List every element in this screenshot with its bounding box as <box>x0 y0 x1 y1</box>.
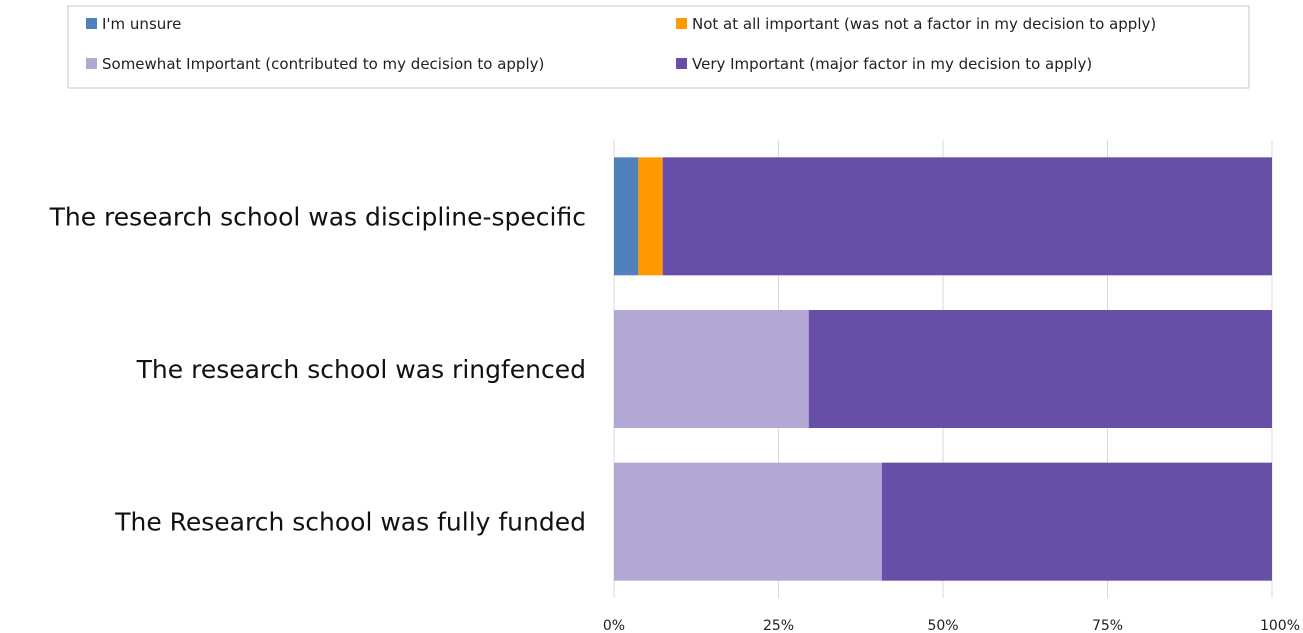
bar-not-at-all-important-was-0 <box>638 157 663 276</box>
legend-box <box>67 5 1250 89</box>
category-labels: The research school was discipline-speci… <box>49 202 586 536</box>
bar-very-important-major-fac-1 <box>808 310 1272 428</box>
x-tick-label-4: 100% <box>1260 618 1300 633</box>
bar-very-important-major-fac-0 <box>662 157 1272 276</box>
legend-swatch-2 <box>86 58 97 69</box>
x-tick-label-0: 0% <box>603 618 625 633</box>
category-label-0: The research school was discipline-speci… <box>49 202 586 231</box>
bar-somewhat-important-contr-2 <box>614 462 882 581</box>
bars <box>614 157 1272 581</box>
category-label-1: The research school was ringfenced <box>136 355 586 384</box>
legend-swatch-3 <box>676 58 687 69</box>
legend: I'm unsure Not at all important (was not … <box>86 15 1156 73</box>
x-tick-label-2: 50% <box>927 618 958 633</box>
category-label-2: The Research school was fully funded <box>114 508 586 537</box>
legend-label-1: Not at all important (was not a factor i… <box>692 15 1156 33</box>
legend-swatch-1 <box>676 18 687 29</box>
legend-swatch-0 <box>86 18 97 29</box>
bar-very-important-major-fac-2 <box>881 462 1272 581</box>
legend-label-0: I'm unsure <box>102 15 181 33</box>
legend-label-3: Very Important (major factor in my decis… <box>692 55 1092 73</box>
bar-somewhat-important-contr-1 <box>614 310 809 428</box>
x-tick-label-1: 25% <box>763 618 794 633</box>
x-axis-tick-labels: 0% 25% 50% 75% 100% <box>603 618 1300 633</box>
legend-label-2: Somewhat Important (contributed to my de… <box>102 55 544 73</box>
bar-i-m-unsure-0 <box>614 157 639 276</box>
x-tick-label-3: 75% <box>1092 618 1123 633</box>
